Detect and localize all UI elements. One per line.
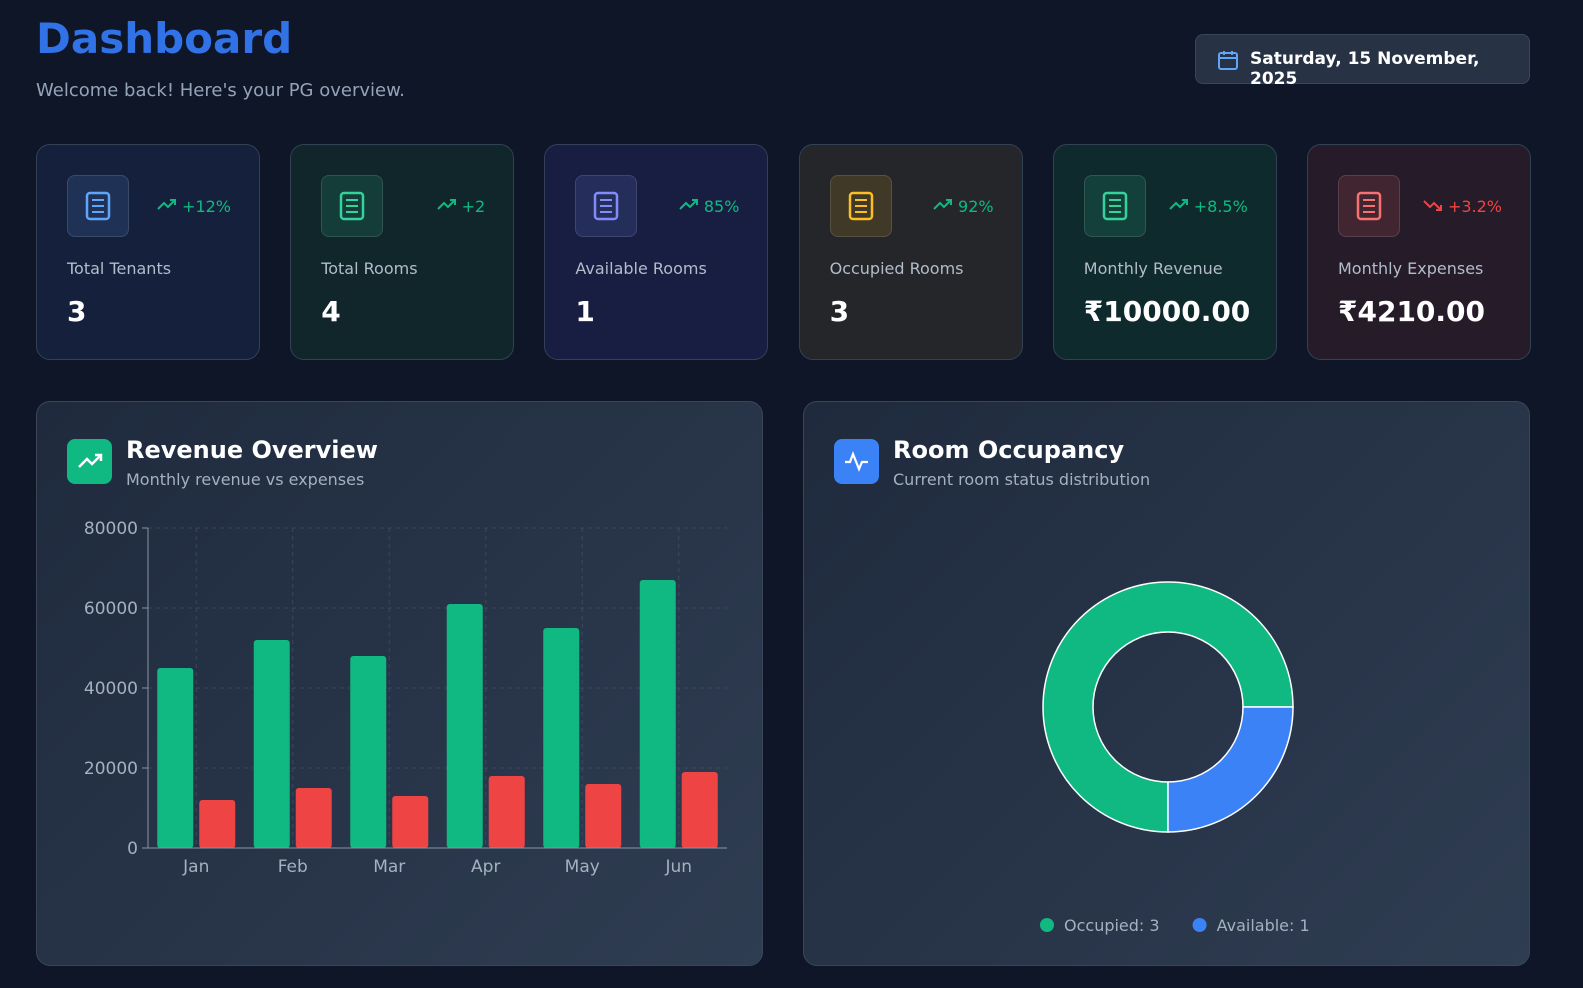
y-tick-label: 60000	[84, 599, 138, 619]
stat-value: 3	[829, 295, 850, 328]
bar	[488, 776, 525, 848]
stat-value: 4	[321, 295, 341, 328]
occupancy-panel: Room Occupancy Current room status distr…	[803, 401, 1530, 966]
stat-change: +12%	[157, 197, 231, 216]
stat-change-text: +8.5%	[1193, 197, 1248, 216]
bar	[392, 796, 429, 848]
icon	[85, 191, 111, 221]
trend-icon	[679, 199, 698, 210]
stat-label: Total Rooms	[321, 259, 418, 278]
stat-label: Total Tenants	[67, 259, 172, 278]
icon	[339, 191, 365, 221]
revenue-panel: Revenue Overview Monthly revenue vs expe…	[36, 401, 763, 966]
page-subtitle: Welcome back! Here's your PG overview.	[36, 80, 405, 101]
legend-label: Available: 1	[1217, 916, 1310, 935]
bar	[446, 604, 483, 848]
bar	[253, 640, 290, 848]
trend-icon	[157, 199, 177, 210]
pie-chart: Occupied: 3 Available: 1	[1040, 581, 1310, 935]
stat-change-text: 85%	[703, 197, 740, 216]
date-text: Saturday, 15 November, 2025	[1250, 49, 1480, 89]
stat-change-text: +2	[461, 197, 486, 216]
stat-change: 92%	[933, 197, 994, 216]
stat-label: Available Rooms	[575, 259, 707, 278]
bar	[157, 668, 194, 848]
trend-icon	[1169, 199, 1188, 210]
icon	[1356, 191, 1382, 221]
x-tick-label: Jan	[182, 857, 209, 877]
stat-change: 85%	[679, 197, 740, 216]
stat-card: +12% Total Tenants 3	[36, 144, 260, 360]
stat-label: Monthly Revenue	[1083, 259, 1223, 278]
bar	[295, 788, 332, 848]
legend-label: Occupied: 3	[1064, 916, 1160, 935]
bar	[585, 784, 622, 848]
bar	[199, 800, 236, 848]
stat-change: +3.2%	[1423, 197, 1502, 216]
y-tick-label: 20000	[84, 759, 138, 779]
pie-slice	[1042, 581, 1294, 833]
trend-icon	[436, 199, 456, 210]
legend-dot	[1040, 918, 1054, 932]
stat-value: 1	[575, 295, 595, 328]
stat-card: 85% Available Rooms 1	[544, 144, 769, 360]
chart-subtitle: Current room status distribution	[893, 470, 1151, 489]
icon	[1102, 191, 1128, 221]
stat-icon	[67, 175, 129, 237]
stat-card: +8.5% Monthly Revenue ₹10000.00	[1052, 144, 1277, 360]
pie-slice	[1167, 706, 1294, 833]
stat-card: +2 Total Rooms 4	[290, 144, 515, 360]
stat-value: 3	[67, 295, 87, 328]
bar	[350, 656, 387, 848]
stat-icon	[1083, 175, 1146, 237]
y-tick-label: 40000	[84, 679, 138, 699]
page-title: Dashboard	[36, 14, 293, 63]
calendar-icon	[1218, 51, 1238, 70]
revenue-icon	[67, 439, 112, 484]
chart-title: Revenue Overview	[126, 436, 378, 464]
stat-value: ₹4210.00	[1338, 295, 1486, 328]
stat-label: Occupied Rooms	[829, 259, 964, 278]
bar	[681, 772, 718, 848]
x-tick-label: Mar	[373, 857, 405, 877]
x-tick-label: Jun	[664, 857, 692, 877]
bar	[543, 628, 580, 848]
icon	[594, 191, 619, 221]
bar-chart: 0 20000 40000 60000 80000 Jan Feb Mar Apr May Jun	[84, 519, 727, 877]
occupancy-icon	[834, 439, 879, 484]
y-tick-label: 80000	[84, 519, 138, 539]
stat-card: +3.2% Monthly Expenses ₹4210.00	[1307, 144, 1531, 360]
stat-label: Monthly Expenses	[1338, 259, 1484, 278]
bar	[639, 580, 676, 848]
date-badge: Saturday, 15 November, 2025	[1195, 34, 1530, 89]
x-tick-label: May	[565, 857, 600, 877]
stat-icon	[321, 175, 384, 237]
stat-icon	[1338, 175, 1400, 237]
stat-card: 92% Occupied Rooms 3	[798, 144, 1023, 360]
y-tick-label: 0	[127, 839, 138, 859]
legend-dot	[1192, 918, 1207, 932]
stat-change-text: 92%	[958, 197, 994, 216]
x-tick-label: Apr	[471, 857, 500, 877]
stat-change: +2	[436, 197, 486, 216]
stat-change-text: +12%	[182, 197, 231, 216]
trend-icon	[933, 199, 953, 210]
stat-change: +8.5%	[1169, 197, 1248, 216]
trend-icon	[1423, 200, 1442, 211]
stat-icon	[575, 175, 638, 237]
stat-change-text: +3.2%	[1447, 197, 1502, 216]
stat-value: ₹10000.00	[1083, 295, 1251, 328]
icon	[848, 191, 873, 221]
stat-icon	[829, 175, 892, 237]
chart-title: Room Occupancy	[893, 436, 1125, 464]
x-tick-label: Feb	[278, 857, 308, 877]
chart-subtitle: Monthly revenue vs expenses	[126, 470, 365, 489]
